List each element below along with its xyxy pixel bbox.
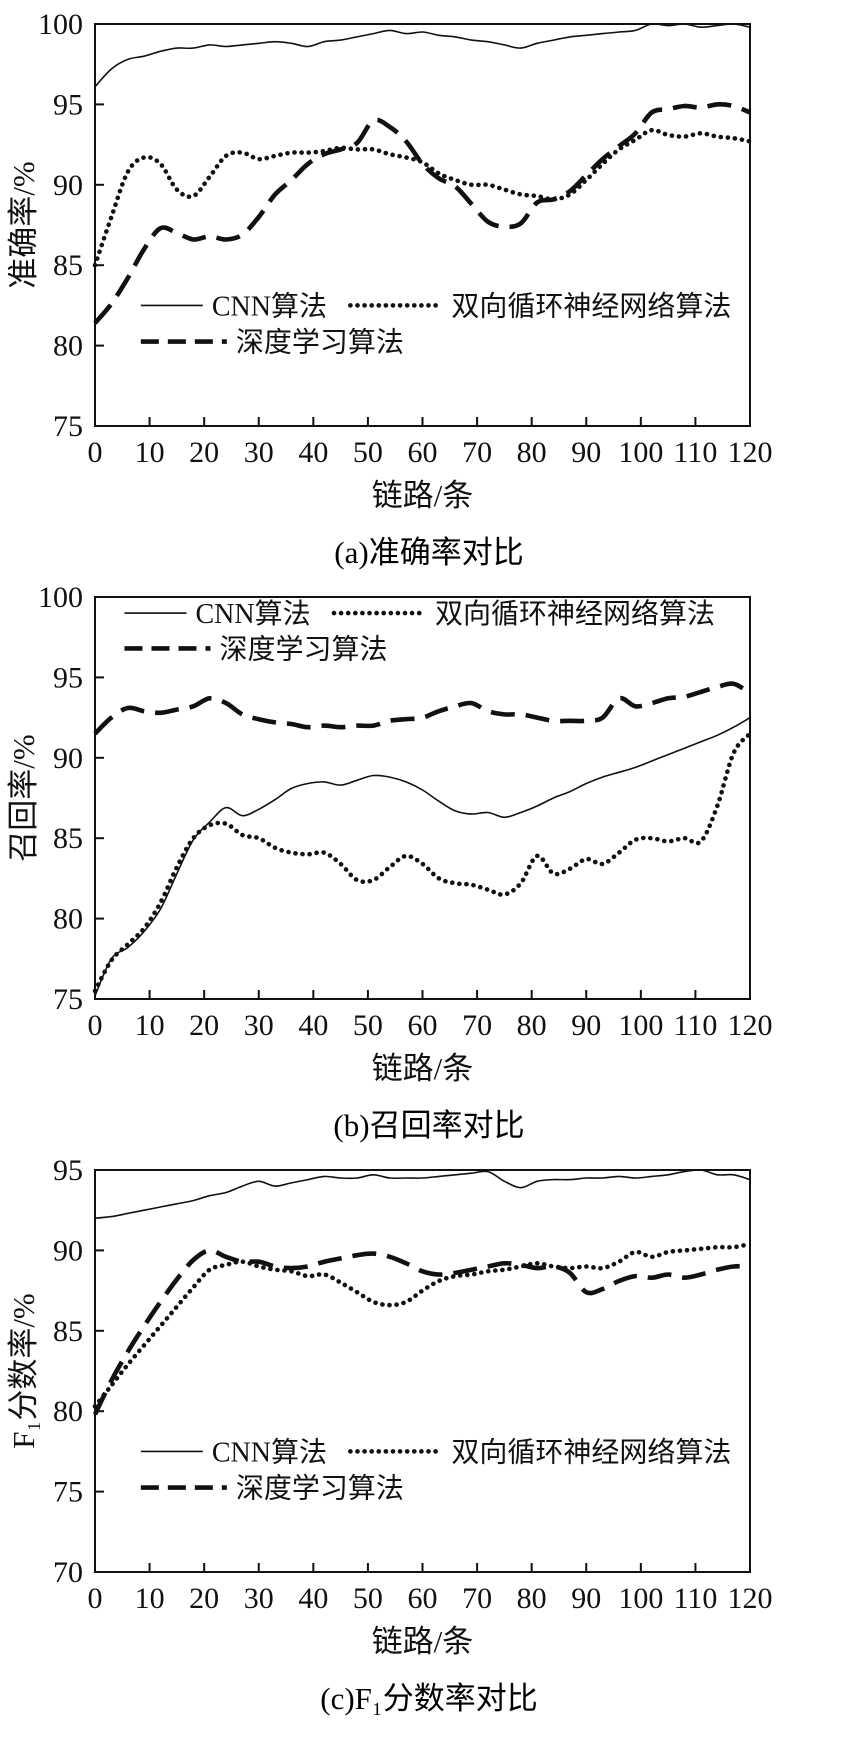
x-tick-label: 80 [517, 436, 547, 469]
legend-label: 深度学习算法 [236, 1473, 404, 1505]
y-axis-label: 准确率/% [6, 161, 41, 288]
x-tick-label: 60 [408, 1009, 438, 1042]
x-tick-label: 30 [244, 1582, 274, 1615]
legend-label: CNN算法 [212, 1436, 327, 1468]
series-line-solid [94, 1169, 751, 1219]
x-tick-label: 90 [571, 1582, 601, 1615]
legend-label: 双向循环神经网络算法 [435, 598, 715, 630]
y-tick-label: 80 [53, 330, 83, 363]
x-tick-label: 60 [408, 1582, 438, 1615]
f1-score-line-chart: 0 10 20 30 40 50 60 70 80 90 100 110 120 70 75 80 85 90 95… [6, 1154, 773, 1659]
x-tick-label: 70 [462, 1582, 492, 1615]
y-tick-label: 100 [38, 581, 83, 614]
legend-label: 深度学习算法 [236, 327, 404, 359]
y-tick-label: 95 [53, 88, 83, 121]
caption-recall: (b)召回率对比 [333, 1108, 525, 1143]
legend-label: 双向循环神经网络算法 [451, 290, 731, 322]
x-tick-label: 110 [673, 1009, 717, 1042]
legend-label: CNN算法 [195, 598, 310, 630]
series-line-dotted [92, 731, 753, 994]
y-tick-label: 90 [53, 1234, 83, 1267]
x-tick-label: 40 [298, 436, 328, 469]
y-tick-label: 75 [53, 983, 83, 1016]
x-tick-label: 50 [353, 1582, 383, 1615]
y-tick-label: 85 [53, 822, 83, 855]
y-tick-label: 95 [53, 661, 83, 694]
x-tick-label: 50 [353, 1009, 383, 1042]
x-tick-label: 80 [517, 1009, 547, 1042]
y-tick-label: 85 [53, 1315, 83, 1348]
plot-border [94, 596, 751, 1000]
x-tick-label: 40 [298, 1582, 328, 1615]
x-tick-label: 110 [673, 1582, 717, 1615]
y-axis-label: 召回率/% [6, 734, 41, 861]
y-tick-label: 70 [53, 1556, 83, 1589]
y-tick-label: 75 [53, 1476, 83, 1509]
x-tick-label: 60 [408, 436, 438, 469]
x-tick-label: 0 [88, 1009, 103, 1042]
series-line-solid [94, 716, 751, 997]
series-line-dashed [92, 1248, 751, 1416]
y-tick-label: 90 [53, 169, 83, 202]
legend-label: 双向循环神经网络算法 [451, 1436, 731, 1468]
x-tick-label: 10 [135, 1009, 165, 1042]
series-line-dashed [93, 681, 752, 736]
x-tick-label: 10 [135, 436, 165, 469]
y-tick-label: 100 [38, 8, 83, 41]
y-tick-label: 80 [53, 903, 83, 936]
x-tick-label: 90 [571, 1009, 601, 1042]
x-tick-label: 50 [353, 436, 383, 469]
x-tick-label: 120 [728, 436, 773, 469]
caption-f1: (c)F₁分数率对比 [320, 1681, 538, 1716]
x-tick-label: 10 [135, 1582, 165, 1615]
figure-panel-recall: 0 10 20 30 40 50 60 70 80 90 100 110 120 75 80 85 90 95 10… [0, 581, 858, 1154]
series-line-dotted [92, 127, 753, 268]
legend-label: CNN算法 [212, 290, 327, 322]
plot-border [94, 1169, 751, 1573]
caption-accuracy: (a)准确率对比 [334, 535, 524, 570]
y-tick-label: 75 [53, 410, 83, 443]
x-tick-label: 30 [244, 1009, 274, 1042]
recall-line-chart: 0 10 20 30 40 50 60 70 80 90 100 110 120 75 80 85 90 95 10… [6, 581, 773, 1086]
figure-panel-f1: 0 10 20 30 40 50 60 70 80 90 100 110 120 70 75 80 85 90 95… [0, 1154, 858, 1727]
x-axis-label: 链路/条 [372, 1051, 474, 1086]
y-tick-label: 80 [53, 1395, 83, 1428]
x-tick-label: 20 [189, 1582, 219, 1615]
y-tick-label: 95 [53, 1154, 83, 1187]
x-tick-label: 20 [189, 1009, 219, 1042]
x-tick-label: 90 [571, 436, 601, 469]
series-line-dashed [93, 102, 751, 325]
y-axis-label: F₁分数率/% [6, 1293, 41, 1448]
x-tick-label: 100 [618, 1582, 663, 1615]
plot-border [94, 23, 751, 427]
x-tick-label: 40 [298, 1009, 328, 1042]
y-tick-label: 90 [53, 742, 83, 775]
series-line-dotted [92, 1241, 753, 1409]
x-tick-label: 120 [728, 1582, 773, 1615]
x-tick-label: 100 [618, 1009, 663, 1042]
y-tick-label: 85 [53, 249, 83, 282]
x-tick-label: 120 [728, 1009, 773, 1042]
x-tick-label: 100 [618, 436, 663, 469]
series-line-solid [94, 23, 751, 88]
x-tick-label: 20 [189, 436, 219, 469]
legend-label: 深度学习算法 [219, 634, 387, 666]
x-tick-label: 70 [462, 436, 492, 469]
x-axis-label: 链路/条 [372, 478, 474, 513]
x-tick-label: 0 [88, 436, 103, 469]
x-tick-label: 70 [462, 1009, 492, 1042]
x-axis-label: 链路/条 [372, 1624, 474, 1659]
x-tick-label: 0 [88, 1582, 103, 1615]
accuracy-line-chart: 0 10 20 30 40 50 60 70 80 90 100 110 120 75 80 85 90 95 10… [6, 8, 773, 513]
x-tick-label: 110 [673, 436, 717, 469]
x-tick-label: 30 [244, 436, 274, 469]
x-tick-label: 80 [517, 1582, 547, 1615]
figure-panel-accuracy: 0 10 20 30 40 50 60 70 80 90 100 110 120 75 80 85 90 95 10… [0, 8, 858, 581]
